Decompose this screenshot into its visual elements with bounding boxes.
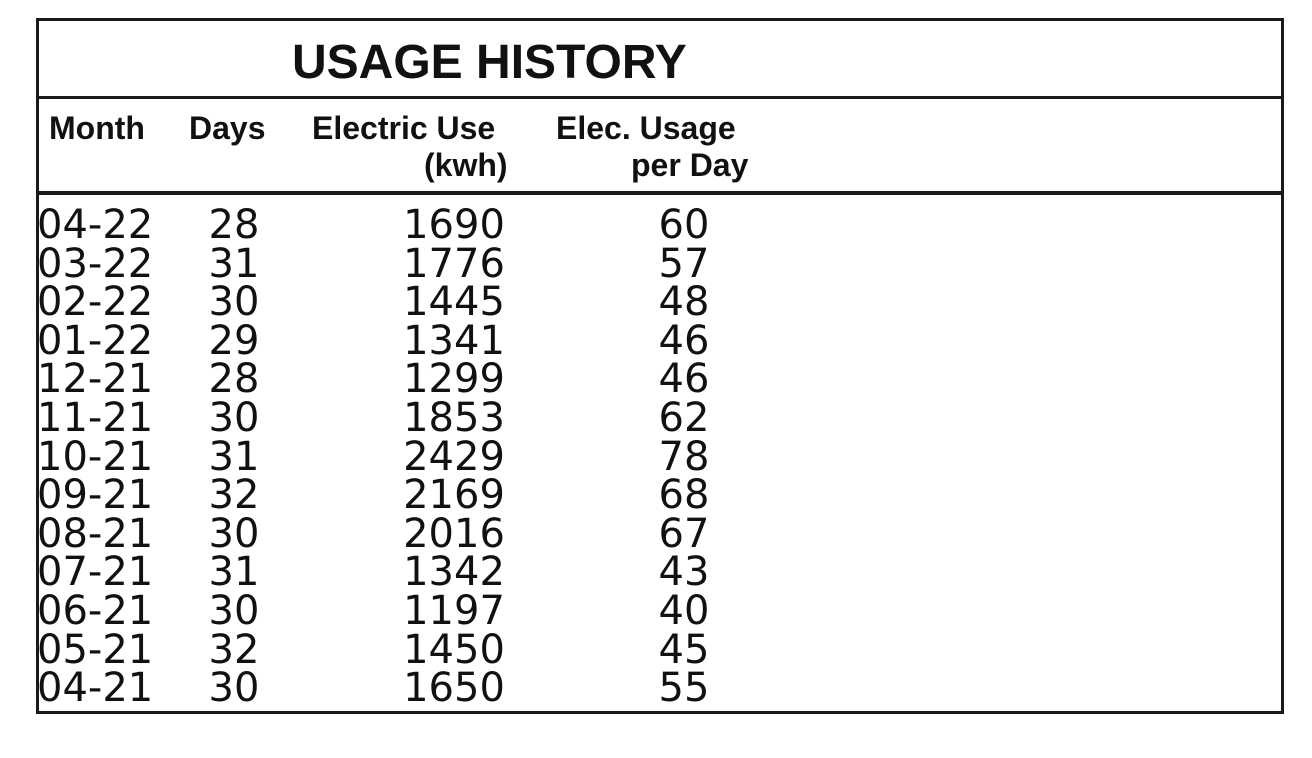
title-row: USAGE HISTORY	[39, 21, 1281, 99]
cell-usage-per-day: 45	[658, 626, 710, 673]
cell-days: 31	[208, 433, 260, 480]
table-row: 01-22 29 1341 46	[37, 317, 1281, 364]
cell-month: 10-21	[37, 433, 154, 480]
table-row: 08-21 30 2016 67	[37, 510, 1281, 557]
cell-month: 01-22	[37, 317, 154, 364]
cell-electric-use: 1690	[403, 202, 505, 248]
header-electric-use: Electric Use	[312, 110, 496, 146]
cell-month: 03-22	[37, 240, 154, 287]
table-row: 02-22 30 1445 48	[37, 279, 1281, 326]
cell-days: 30	[208, 665, 260, 712]
cell-usage-per-day: 60	[658, 202, 710, 248]
cell-month: 12-21	[37, 356, 154, 403]
table-row: 09-21 32 2169 68	[37, 472, 1281, 519]
cell-days: 31	[208, 240, 260, 287]
cell-electric-use: 1853	[403, 394, 505, 441]
cell-electric-use: 2169	[403, 472, 505, 519]
cell-month: 11-21	[37, 394, 154, 441]
usage-history-table: USAGE HISTORY Month Days Electric Use (k…	[36, 18, 1284, 714]
cell-month: 04-22	[37, 202, 154, 248]
cell-days: 31	[208, 549, 260, 596]
table-row: 12-21 28 1299 46	[37, 356, 1281, 403]
cell-usage-per-day: 40	[658, 587, 710, 634]
cell-days: 32	[208, 626, 260, 673]
table-row: 11-21 30 1853 62	[37, 394, 1281, 441]
cell-month: 02-22	[37, 279, 154, 326]
header-days: Days	[189, 110, 266, 146]
cell-usage-per-day: 57	[658, 240, 710, 287]
cell-electric-use: 1197	[403, 587, 505, 634]
header-elec-usage-per-day: per Day	[631, 147, 749, 183]
cell-month: 04-21	[37, 665, 154, 712]
cell-usage-per-day: 67	[658, 510, 710, 557]
header-month: Month	[49, 110, 145, 146]
table-row: 05-21 32 1450 45	[37, 626, 1281, 673]
header-elec-usage: Elec. Usage	[556, 110, 736, 146]
cell-days: 28	[208, 356, 260, 403]
table-row: 04-21 30 1650 55	[37, 665, 1281, 712]
cell-electric-use: 1341	[403, 317, 505, 364]
cell-usage-per-day: 46	[658, 356, 710, 403]
cell-electric-use: 1299	[403, 356, 505, 403]
cell-month: 07-21	[37, 549, 154, 596]
cell-usage-per-day: 78	[658, 433, 710, 480]
cell-days: 30	[208, 510, 260, 557]
table-row: 10-21 31 2429 78	[37, 433, 1281, 480]
table-row: 07-21 31 1342 43	[37, 549, 1281, 596]
cell-days: 30	[208, 279, 260, 326]
cell-electric-use: 2016	[403, 510, 505, 557]
column-header-row: Month Days Electric Use (kwh) Elec. Usag…	[39, 99, 1281, 195]
cell-electric-use: 2429	[403, 433, 505, 480]
cell-usage-per-day: 48	[658, 279, 710, 326]
cell-days: 29	[208, 317, 260, 364]
cell-electric-use: 1445	[403, 279, 505, 326]
cell-usage-per-day: 62	[658, 394, 710, 441]
cell-electric-use: 1650	[403, 665, 505, 712]
table-row: 06-21 30 1197 40	[37, 587, 1281, 634]
cell-month: 09-21	[37, 472, 154, 519]
cell-month: 05-21	[37, 626, 154, 673]
cell-usage-per-day: 43	[658, 549, 710, 596]
cell-usage-per-day: 68	[658, 472, 710, 519]
cell-electric-use: 1342	[403, 549, 505, 596]
cell-days: 30	[208, 587, 260, 634]
cell-electric-use: 1450	[403, 626, 505, 673]
cell-usage-per-day: 46	[658, 317, 710, 364]
cell-days: 30	[208, 394, 260, 441]
table-title: USAGE HISTORY	[292, 36, 687, 89]
table-row: 03-22 31 1776 57	[37, 240, 1281, 287]
cell-days: 32	[208, 472, 260, 519]
table-row: 04-22 28 1690 60	[37, 202, 1281, 248]
cell-usage-per-day: 55	[658, 665, 710, 712]
table-body: 04-22 28 1690 60 03-22 31 1776 57 02-22 30 1445 48 0…	[37, 202, 1281, 712]
cell-electric-use: 1776	[403, 240, 505, 287]
cell-month: 06-21	[37, 587, 154, 634]
header-electric-use-unit: (kwh)	[424, 147, 508, 183]
cell-days: 28	[208, 202, 260, 248]
cell-month: 08-21	[37, 510, 154, 557]
